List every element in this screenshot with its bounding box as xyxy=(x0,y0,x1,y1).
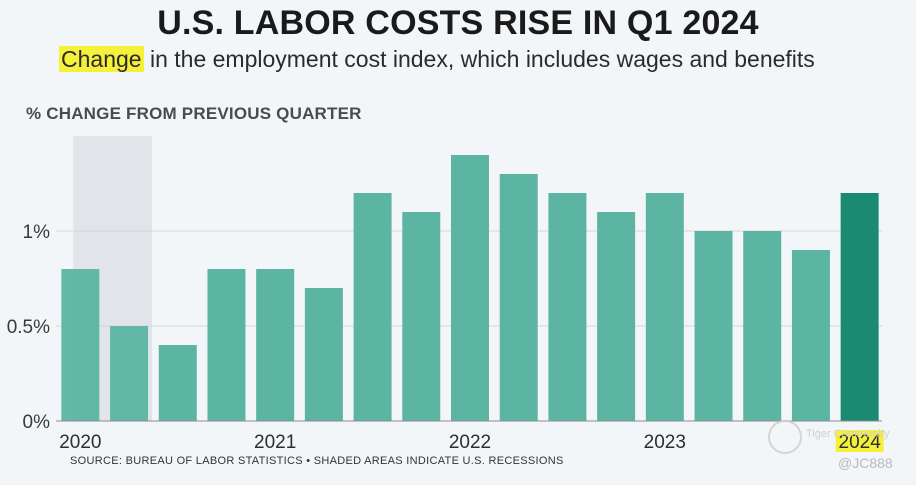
bar xyxy=(791,250,830,421)
y-tick-label: 1% xyxy=(23,222,51,243)
watermark-brand: Tiger Community xyxy=(806,428,890,440)
x-tick-label: 2020 xyxy=(59,432,101,453)
bar xyxy=(304,288,343,421)
x-tick-label: 2022 xyxy=(449,432,491,453)
bar xyxy=(451,155,489,421)
y-tick-label: 0.5% xyxy=(7,317,50,338)
bar xyxy=(158,345,197,421)
x-tick-highlight xyxy=(835,430,884,452)
bar xyxy=(353,193,392,421)
subtitle-text: in the employment cost index, which incl… xyxy=(143,46,815,72)
watermark-logo-icon xyxy=(768,420,802,454)
bar xyxy=(402,212,441,421)
bar xyxy=(61,269,100,421)
bar xyxy=(645,193,684,421)
bar xyxy=(548,193,587,421)
bar xyxy=(743,231,782,421)
bar xyxy=(207,269,246,421)
bar xyxy=(499,174,538,421)
subtitle-highlight: Change xyxy=(59,46,144,72)
y-axis-label: % CHANGE FROM PREVIOUS QUARTER xyxy=(26,104,362,123)
bar xyxy=(256,269,295,421)
bar xyxy=(597,212,636,421)
x-tick-label: 2023 xyxy=(644,432,686,453)
chart-title: U.S. LABOR COSTS RISE IN Q1 2024 xyxy=(157,4,759,42)
bar xyxy=(694,231,733,421)
bar-latest xyxy=(840,193,879,421)
watermark: Tiger Community @JC888 xyxy=(768,420,908,474)
x-tick-label: 2021 xyxy=(254,432,296,453)
source-note: SOURCE: BUREAU OF LABOR STATISTICS • SHA… xyxy=(70,455,564,467)
chart-subtitle: Change in the employment cost index, whi… xyxy=(59,46,815,73)
watermark-user: @JC888 xyxy=(838,455,893,471)
y-tick-label: 0% xyxy=(23,412,51,433)
x-tick-label: 2024 xyxy=(839,432,882,453)
bar xyxy=(110,326,149,421)
